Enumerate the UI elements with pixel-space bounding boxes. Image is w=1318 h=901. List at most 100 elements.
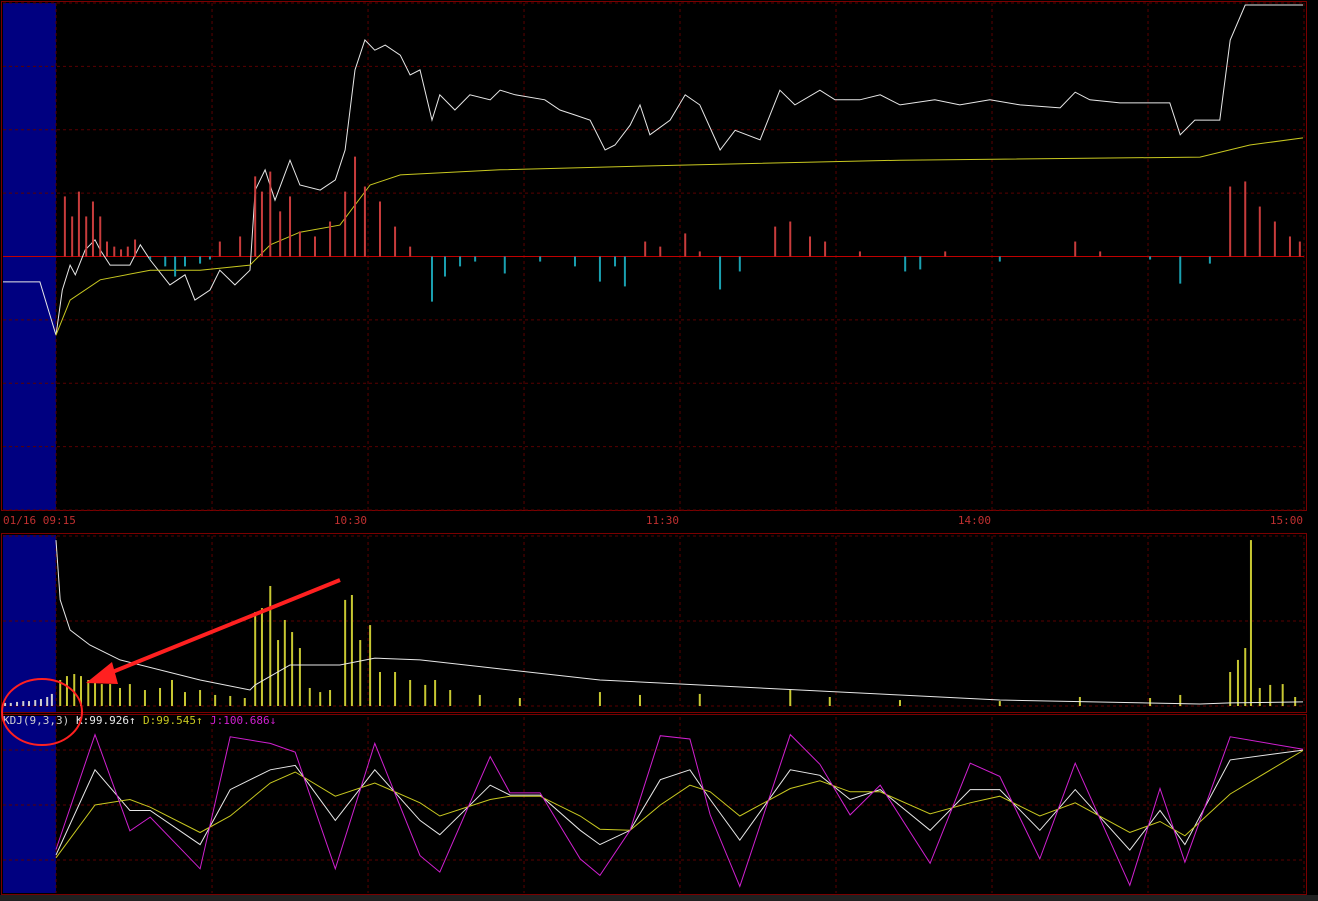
highlight-circle (1, 678, 83, 746)
bar (644, 241, 647, 257)
bar (260, 608, 263, 706)
bar (199, 256, 202, 264)
bar (573, 256, 576, 267)
bar (898, 700, 901, 706)
bar (100, 684, 103, 706)
bar (1298, 241, 1301, 257)
bar (199, 690, 202, 706)
bar (363, 186, 366, 257)
bar (998, 701, 1001, 706)
bar (443, 256, 446, 277)
bar (394, 226, 397, 257)
bar (279, 211, 282, 257)
bar (1258, 687, 1261, 706)
bar (1258, 206, 1261, 257)
bar (824, 241, 827, 257)
x-tick-label: 15:00 (1270, 514, 1303, 527)
bar (16, 701, 19, 706)
x-tick-label: 10:30 (334, 514, 367, 527)
line (55, 750, 1304, 859)
bar (409, 679, 412, 706)
bar (789, 690, 792, 706)
bar (170, 679, 173, 706)
bar (291, 632, 294, 706)
bar (459, 256, 462, 267)
arrow-head (86, 662, 118, 684)
legend-entry: K:99.926↑ (76, 714, 136, 727)
bar (434, 679, 437, 706)
bar (430, 256, 433, 302)
bar (79, 676, 82, 706)
bar (774, 226, 777, 257)
bar (1074, 241, 1077, 257)
bar (260, 191, 263, 257)
bar (659, 246, 662, 257)
bar (87, 679, 90, 706)
arrow-shaft (99, 578, 341, 679)
bar (719, 256, 722, 290)
bar (350, 594, 353, 706)
bar (329, 690, 332, 706)
bar (269, 585, 272, 706)
annotation (1, 578, 341, 746)
bar (109, 684, 112, 706)
bar (149, 256, 152, 260)
bar (22, 701, 25, 706)
bar (904, 256, 907, 272)
line (55, 749, 1304, 856)
volume-panel (1, 533, 1307, 713)
bar (85, 216, 88, 257)
bar (73, 674, 76, 706)
line (55, 733, 1304, 888)
bar (614, 256, 617, 267)
bar (359, 640, 362, 706)
bar (143, 690, 146, 706)
bar (46, 696, 49, 706)
bar (59, 679, 62, 706)
bar (828, 696, 831, 706)
bar (809, 236, 812, 257)
bar (378, 672, 381, 706)
line (3, 4, 1303, 336)
bar (1099, 251, 1102, 257)
bar (474, 256, 477, 262)
bar (283, 619, 286, 706)
bar (128, 684, 131, 706)
bar (344, 191, 347, 257)
bar (1288, 236, 1291, 257)
bar (27, 701, 30, 706)
bar (478, 694, 481, 706)
bar (214, 694, 217, 706)
bar (394, 672, 397, 706)
bar (65, 676, 68, 706)
bar (277, 640, 280, 706)
indicator-title: KDJ(9,3,3) (3, 714, 69, 727)
bar (944, 251, 947, 257)
bar (243, 698, 246, 706)
bar (9, 702, 12, 706)
bar (313, 236, 316, 257)
bar (71, 216, 74, 257)
bar (1149, 698, 1152, 706)
bar (99, 216, 102, 257)
bar (34, 700, 37, 706)
bar (50, 693, 53, 706)
x-tick-label: 01/16 09:15 (3, 514, 76, 527)
bar (858, 251, 861, 257)
bar (409, 246, 412, 257)
bar (1281, 684, 1284, 706)
bar (174, 256, 177, 277)
bar (503, 256, 506, 274)
bar (1244, 181, 1247, 257)
x-tick-label: 14:00 (958, 514, 991, 527)
bar (254, 176, 257, 257)
bar (105, 241, 108, 257)
bar (698, 251, 701, 257)
bar (77, 191, 80, 257)
time-axis (0, 512, 1318, 531)
x-tick-label: 11:30 (646, 514, 679, 527)
bar (183, 692, 186, 706)
bar (1249, 540, 1252, 706)
